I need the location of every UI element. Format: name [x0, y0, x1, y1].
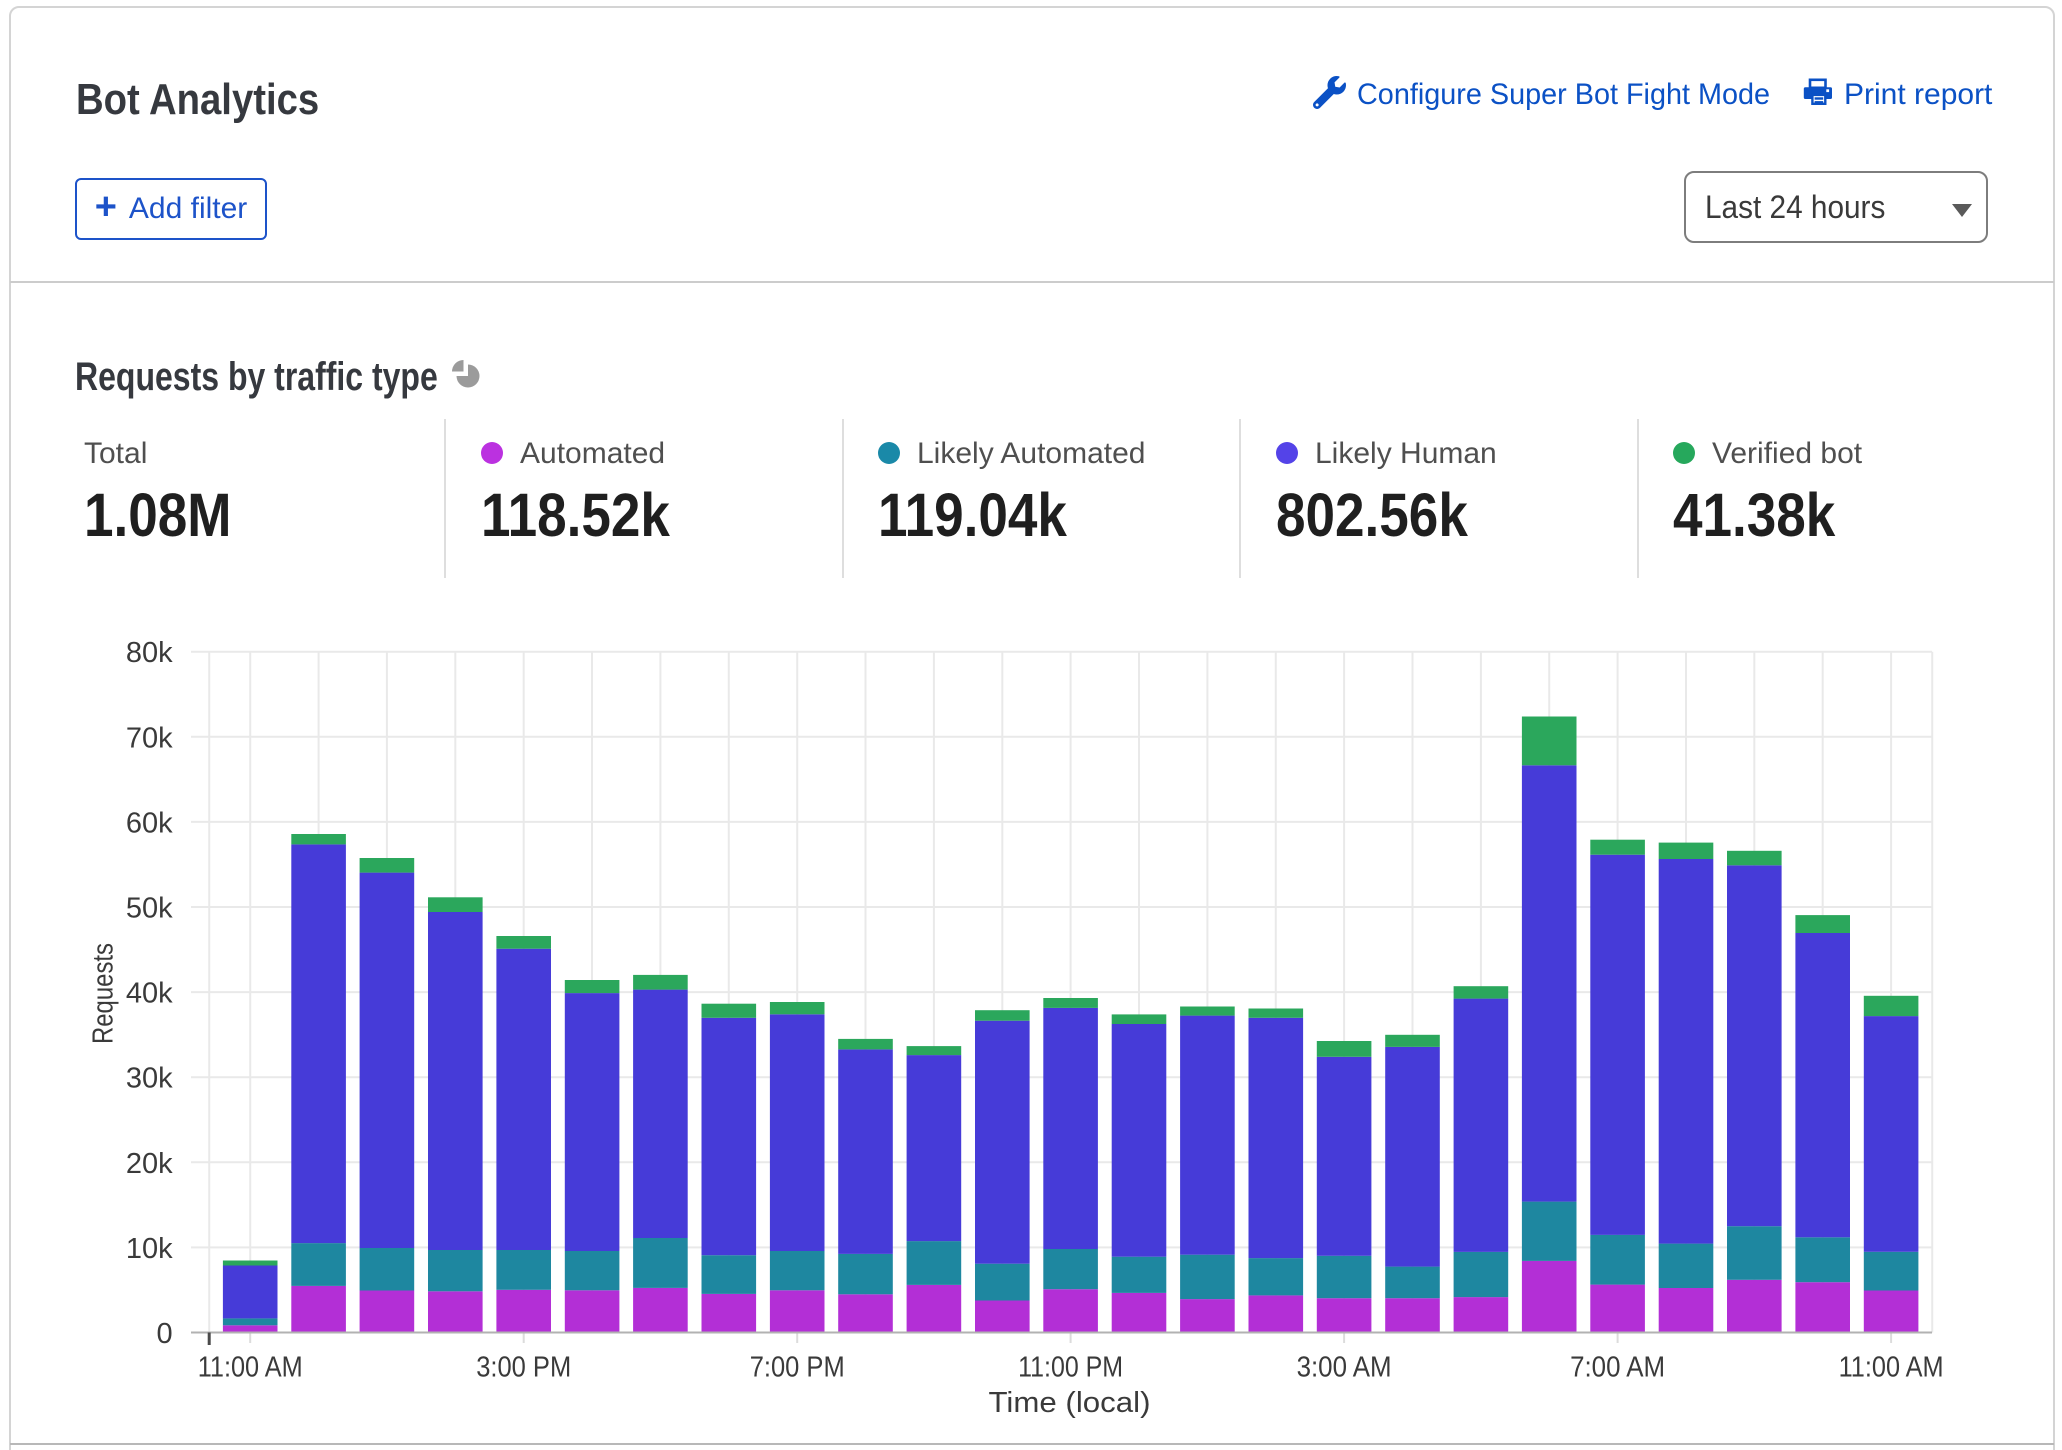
- svg-text:11:00 AM: 11:00 AM: [198, 1352, 303, 1384]
- svg-text:11:00 AM: 11:00 AM: [1839, 1352, 1944, 1384]
- svg-text:10k: 10k: [126, 1233, 173, 1265]
- svg-text:0: 0: [156, 1318, 172, 1350]
- svg-text:70k: 70k: [126, 722, 173, 754]
- svg-text:7:00 AM: 7:00 AM: [1570, 1352, 1665, 1384]
- svg-text:40k: 40k: [126, 978, 173, 1010]
- svg-text:Requests: Requests: [88, 943, 120, 1044]
- svg-text:80k: 80k: [126, 637, 173, 669]
- svg-text:7:00 PM: 7:00 PM: [750, 1352, 845, 1384]
- svg-text:60k: 60k: [126, 807, 173, 839]
- svg-text:Time (local): Time (local): [989, 1387, 1151, 1419]
- svg-text:20k: 20k: [126, 1148, 173, 1180]
- svg-text:3:00 PM: 3:00 PM: [476, 1352, 571, 1384]
- svg-text:11:00 PM: 11:00 PM: [1018, 1352, 1123, 1384]
- svg-text:3:00 AM: 3:00 AM: [1297, 1352, 1392, 1384]
- svg-text:50k: 50k: [126, 893, 173, 925]
- svg-text:30k: 30k: [126, 1063, 173, 1095]
